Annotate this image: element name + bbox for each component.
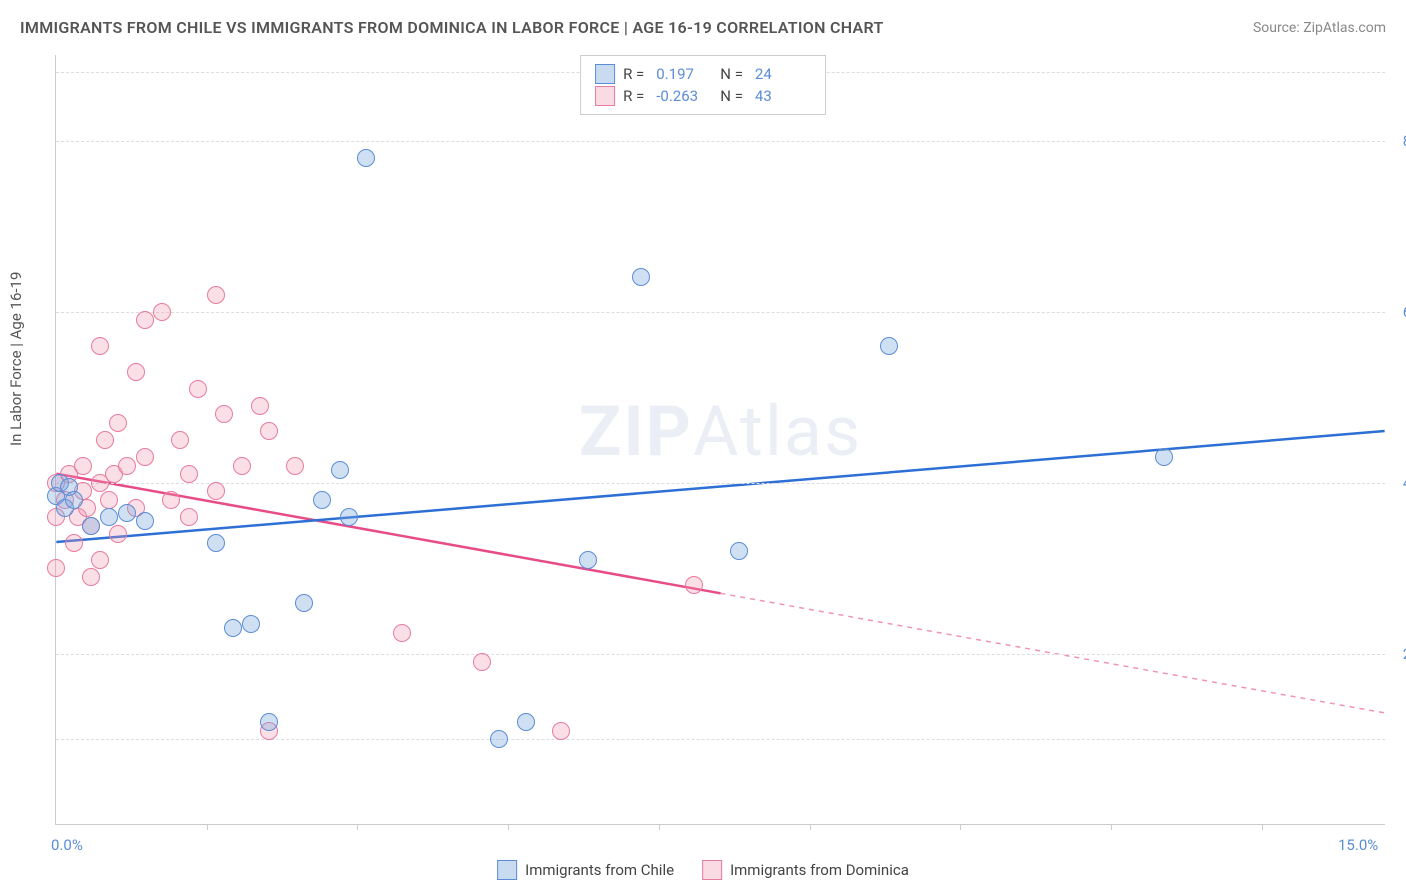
- legend-swatch: [595, 64, 615, 84]
- data-point: [180, 508, 198, 526]
- chart-container: IMMIGRANTS FROM CHILE VS IMMIGRANTS FROM…: [0, 0, 1406, 892]
- data-point: [207, 534, 225, 552]
- data-point: [47, 559, 65, 577]
- data-point: [579, 551, 597, 569]
- gridline: [56, 483, 1385, 484]
- data-point: [109, 525, 127, 543]
- data-point: [82, 517, 100, 535]
- data-point: [552, 722, 570, 740]
- gridline: [56, 312, 1385, 313]
- legend-swatch: [595, 86, 615, 106]
- watermark-thin: Atlas: [693, 390, 862, 472]
- data-point: [118, 504, 136, 522]
- r-label: R =: [623, 65, 644, 83]
- x-tick-mark: [508, 824, 509, 830]
- data-point: [65, 491, 83, 509]
- data-point: [118, 457, 136, 475]
- data-point: [215, 405, 233, 423]
- r-value: -0.263: [656, 87, 712, 105]
- data-point: [136, 448, 154, 466]
- x-tick-mark: [1111, 824, 1112, 830]
- legend-item: Immigrants from Dominica: [702, 860, 909, 880]
- x-tick-mark: [810, 824, 811, 830]
- stats-row: R = -0.263 N = 43: [595, 86, 811, 106]
- data-point: [207, 286, 225, 304]
- data-point: [91, 551, 109, 569]
- data-point: [180, 465, 198, 483]
- legend-label: Immigrants from Chile: [525, 861, 674, 879]
- data-point: [189, 380, 207, 398]
- n-label: N =: [720, 65, 743, 83]
- bottom-legend: Immigrants from Chile Immigrants from Dom…: [497, 860, 909, 880]
- data-point: [224, 619, 242, 637]
- data-point: [82, 568, 100, 586]
- data-point: [65, 534, 83, 552]
- stats-row: R = 0.197 N = 24: [595, 64, 811, 84]
- data-point: [127, 363, 145, 381]
- data-point: [136, 512, 154, 530]
- x-tick-mark: [207, 824, 208, 830]
- data-point: [74, 457, 92, 475]
- x-tick-label: 15.0%: [1338, 836, 1378, 854]
- watermark-bold: ZIP: [579, 390, 693, 472]
- data-point: [490, 730, 508, 748]
- x-tick-label: 0.0%: [51, 836, 83, 854]
- data-point: [233, 457, 251, 475]
- data-point: [517, 713, 535, 731]
- data-point: [632, 268, 650, 286]
- data-point: [100, 508, 118, 526]
- data-point: [260, 422, 278, 440]
- r-label: R =: [623, 87, 644, 105]
- data-point: [313, 491, 331, 509]
- legend-swatch: [497, 860, 517, 880]
- data-point: [207, 482, 225, 500]
- data-point: [242, 615, 260, 633]
- data-point: [357, 149, 375, 167]
- data-point: [473, 653, 491, 671]
- legend-item: Immigrants from Chile: [497, 860, 674, 880]
- x-tick-mark: [1262, 824, 1263, 830]
- x-tick-mark: [659, 824, 660, 830]
- legend-label: Immigrants from Dominica: [730, 861, 909, 879]
- data-point: [136, 311, 154, 329]
- data-point: [340, 508, 358, 526]
- data-point: [393, 624, 411, 642]
- y-axis-label: In Labor Force | Age 16-19: [7, 272, 25, 446]
- x-tick-mark: [357, 824, 358, 830]
- n-value: 24: [755, 65, 811, 83]
- source-label: Source: ZipAtlas.com: [1253, 20, 1386, 36]
- chart-title: IMMIGRANTS FROM CHILE VS IMMIGRANTS FROM…: [20, 18, 884, 37]
- n-label: N =: [720, 87, 743, 105]
- plot-area: ZIPAtlas 20.0%40.0%60.0%80.0%0.0%15.0%: [55, 55, 1385, 825]
- data-point: [1155, 448, 1173, 466]
- data-point: [91, 337, 109, 355]
- data-point: [286, 457, 304, 475]
- gridline: [56, 739, 1385, 740]
- data-point: [171, 431, 189, 449]
- data-point: [153, 303, 171, 321]
- gridline: [56, 141, 1385, 142]
- data-point: [96, 431, 114, 449]
- data-point: [109, 414, 127, 432]
- x-tick-mark: [960, 824, 961, 830]
- data-point: [162, 491, 180, 509]
- data-point: [100, 491, 118, 509]
- data-point: [251, 397, 269, 415]
- data-point: [260, 713, 278, 731]
- stats-legend-box: R = 0.197 N = 24 R = -0.263 N = 43: [580, 55, 826, 115]
- gridline: [56, 654, 1385, 655]
- data-point: [685, 576, 703, 594]
- regression-lines: [56, 55, 1385, 824]
- data-point: [295, 594, 313, 612]
- data-point: [331, 461, 349, 479]
- n-value: 43: [755, 87, 811, 105]
- data-point: [730, 542, 748, 560]
- watermark: ZIPAtlas: [579, 390, 862, 472]
- legend-swatch: [702, 860, 722, 880]
- r-value: 0.197: [656, 65, 712, 83]
- data-point: [880, 337, 898, 355]
